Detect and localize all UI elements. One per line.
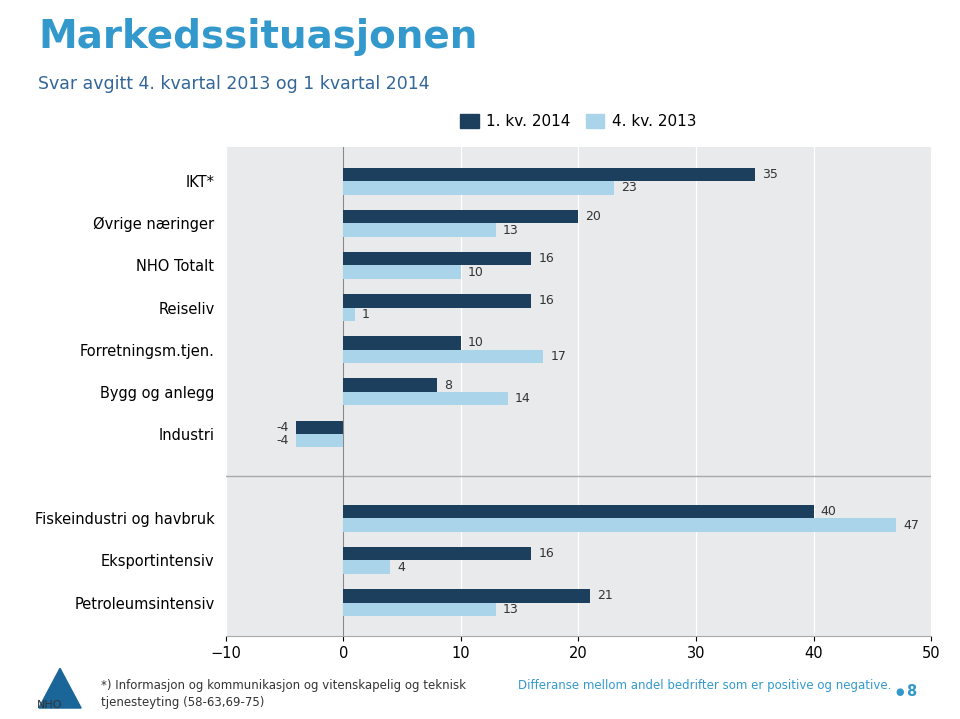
Text: 47: 47 (903, 518, 919, 531)
Text: 17: 17 (550, 350, 566, 363)
Bar (344, 603, 496, 616)
Text: 4: 4 (397, 561, 405, 574)
Bar (344, 392, 508, 406)
Bar (344, 210, 578, 224)
Text: 35: 35 (762, 168, 778, 181)
Text: 14: 14 (515, 392, 531, 405)
Bar (296, 434, 344, 447)
Bar (344, 336, 461, 349)
Bar (344, 518, 896, 532)
Text: 21: 21 (597, 590, 613, 603)
Text: 16: 16 (539, 294, 554, 307)
Text: 1: 1 (362, 308, 370, 321)
Text: -4: -4 (276, 421, 289, 434)
Bar (344, 378, 437, 392)
Text: NHO: NHO (36, 700, 62, 710)
Text: 16: 16 (539, 252, 554, 265)
Text: Differanse mellom andel bedrifter som er positive og negative.: Differanse mellom andel bedrifter som er… (518, 679, 892, 692)
Text: 40: 40 (821, 505, 836, 518)
Text: 8: 8 (444, 379, 452, 392)
Text: ●: ● (896, 687, 904, 697)
Text: 13: 13 (503, 224, 519, 237)
Bar (344, 560, 390, 574)
Text: 23: 23 (621, 181, 636, 194)
Text: *) Informasjon og kommunikasjon og vitenskapelig og teknisk
tjenesteyting (58-63: *) Informasjon og kommunikasjon og viten… (101, 679, 466, 710)
Bar (344, 168, 755, 181)
Text: 20: 20 (586, 210, 601, 223)
Bar (344, 252, 531, 265)
Bar (344, 547, 531, 560)
Text: Svar avgitt 4. kvartal 2013 og 1 kvartal 2014: Svar avgitt 4. kvartal 2013 og 1 kvartal… (38, 75, 430, 93)
Bar (344, 349, 543, 363)
Text: 10: 10 (468, 265, 484, 279)
Text: -4: -4 (276, 434, 289, 447)
Polygon shape (38, 669, 81, 708)
Bar (344, 505, 813, 518)
Bar (344, 308, 355, 321)
Bar (344, 294, 531, 308)
Text: Markedssituasjonen: Markedssituasjonen (38, 18, 478, 56)
Text: 16: 16 (539, 547, 554, 560)
Text: 8: 8 (906, 684, 917, 699)
Bar (296, 421, 344, 434)
Bar (344, 589, 590, 603)
Legend: 1. kv. 2014, 4. kv. 2013: 1. kv. 2014, 4. kv. 2013 (457, 111, 700, 132)
Bar (344, 224, 496, 237)
Text: 13: 13 (503, 603, 519, 616)
Text: 10: 10 (468, 336, 484, 349)
Bar (344, 265, 461, 279)
Bar (344, 181, 613, 195)
